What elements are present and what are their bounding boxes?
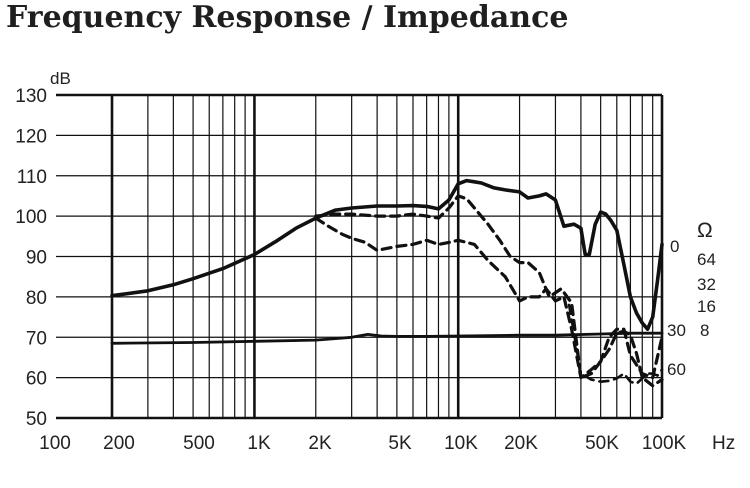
- x-tick-label: 5K: [388, 433, 412, 454]
- series-line-1: [110, 178, 664, 332]
- ohm-symbol: Ω: [697, 219, 713, 242]
- series-line-2: [314, 194, 664, 388]
- x-tick-label: 20K: [504, 433, 538, 454]
- y-tick-label: 120: [15, 126, 47, 147]
- x-tick-label: 10K: [444, 433, 478, 454]
- x-tick-label: 200: [103, 433, 135, 454]
- right-impedance-labels: Ω0 64 32 16 8 30 60: [667, 219, 716, 379]
- series-line-3: [314, 216, 664, 380]
- x-tick-label: 2K: [308, 433, 332, 454]
- x-tick-label: 100K: [642, 433, 687, 454]
- impedance-label: 30: [667, 321, 686, 340]
- y-tick-label: 110: [17, 167, 47, 188]
- x-tick-label: 1K: [247, 433, 271, 454]
- impedance-label: 8: [700, 321, 709, 340]
- y-tick-label: 70: [26, 328, 47, 349]
- x-axis-tick-labels: 100 200 500 1K 2K 5K 10K 20K 50K 100K: [39, 433, 686, 454]
- impedance-label: 60: [667, 360, 686, 379]
- chart-grid: [56, 93, 664, 420]
- chart-title: Frequency Response / Impedance: [6, 0, 568, 35]
- y-tick-label: 80: [26, 288, 47, 309]
- impedance-label: 16: [697, 297, 716, 316]
- y-tick-label: 130: [15, 86, 47, 107]
- y-tick-label: 60: [26, 369, 47, 390]
- x-tick-label: 50K: [585, 433, 619, 454]
- series-line-4: [110, 331, 664, 345]
- y-tick-label: 90: [26, 248, 47, 269]
- y-axis-tick-labels: 50 60 70 80 90 100 110 120 130: [15, 86, 47, 430]
- y-axis-unit-label: dB: [50, 69, 71, 88]
- impedance-label: 64: [697, 250, 716, 269]
- series-line-5: [567, 303, 664, 386]
- series-lines: [110, 178, 664, 388]
- impedance-label: 32: [697, 275, 716, 294]
- x-axis-unit-label: Hz: [712, 433, 735, 454]
- y-tick-label: 100: [15, 207, 47, 228]
- x-tick-label: 100: [39, 433, 71, 454]
- x-tick-label: 500: [183, 433, 215, 454]
- impedance-label: 0: [670, 237, 679, 256]
- y-tick-label: 50: [26, 409, 47, 430]
